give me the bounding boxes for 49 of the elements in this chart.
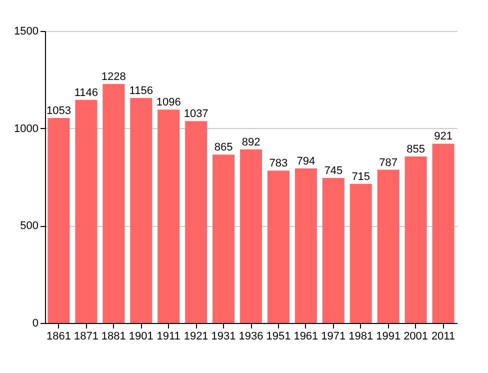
data-label: 794 <box>296 155 316 168</box>
data-label: 1146 <box>74 86 98 99</box>
bar <box>75 100 98 323</box>
x-tick-label: 1911 <box>156 330 180 342</box>
x-tick-label: 1971 <box>321 330 346 342</box>
x-tick-label: 1901 <box>128 330 154 342</box>
bar <box>212 154 235 323</box>
data-label: 787 <box>379 156 398 169</box>
data-label: 855 <box>406 144 425 156</box>
bar <box>102 84 125 323</box>
bar <box>350 184 372 323</box>
bar <box>404 156 427 323</box>
x-tick-label: 1931 <box>211 330 236 342</box>
y-tick-label: 1500 <box>14 26 38 38</box>
bar <box>294 168 317 323</box>
x-tick-label: 1951 <box>266 330 291 342</box>
y-tick-label: 1000 <box>14 122 38 135</box>
x-tick-label: 1881 <box>101 330 126 342</box>
x-tick-label: 1991 <box>376 330 401 342</box>
data-label: 1228 <box>101 70 126 83</box>
x-tick-label: 1861 <box>46 330 71 342</box>
data-label: 1037 <box>184 108 208 120</box>
data-label: 1156 <box>129 84 153 97</box>
bar <box>185 121 208 323</box>
bar <box>322 178 344 323</box>
x-tick-label: 1871 <box>74 330 98 342</box>
x-tick-label: 2011 <box>431 330 456 342</box>
x-tick-label: 1921 <box>184 330 208 342</box>
data-label: 745 <box>324 164 343 177</box>
bar <box>130 98 152 323</box>
y-tick-label: 0 <box>32 318 38 330</box>
x-tick-label: 2001 <box>404 330 428 342</box>
data-label: 865 <box>214 142 233 154</box>
x-tick-label: 1936 <box>238 330 264 342</box>
data-label: 783 <box>269 158 288 170</box>
bar <box>240 149 262 323</box>
x-tick-label: 1961 <box>294 330 318 342</box>
data-label: 892 <box>242 136 260 148</box>
y-tick-label: 500 <box>20 220 38 232</box>
data-label: 1053 <box>46 105 71 118</box>
bar <box>48 118 70 323</box>
data-label: 715 <box>352 170 370 183</box>
bar <box>267 170 290 323</box>
data-label: 921 <box>434 130 452 143</box>
bar <box>432 144 454 323</box>
bar <box>158 110 180 323</box>
x-tick-label: 1981 <box>348 330 374 342</box>
bar <box>377 170 400 323</box>
data-label: 1096 <box>156 96 181 109</box>
